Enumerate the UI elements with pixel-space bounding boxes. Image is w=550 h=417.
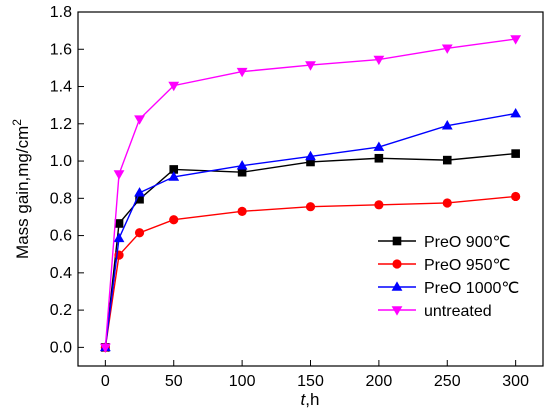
legend-marker	[392, 236, 402, 246]
data-point	[442, 198, 452, 208]
x-tick-label: 300	[502, 373, 529, 390]
y-axis-title-main: Mass gain,mg/cm	[13, 126, 32, 259]
x-tick-label: 100	[229, 373, 256, 390]
x-axis-title-rest: ,h	[305, 390, 319, 409]
data-point	[134, 115, 145, 125]
data-point	[134, 228, 145, 238]
x-tick-label: 250	[434, 373, 461, 390]
data-point	[510, 35, 522, 45]
data-point	[305, 202, 316, 212]
legend: PreO 900℃ PreO 950℃ PreO 1000℃ untreated	[378, 234, 519, 320]
data-point	[134, 187, 145, 197]
legend-label: PreO 900℃	[424, 234, 510, 251]
data-point	[374, 200, 384, 210]
y-tick-label: 1.2	[50, 116, 72, 133]
series-3	[99, 35, 522, 353]
legend-entry: PreO 900℃	[378, 234, 510, 251]
data-point	[113, 170, 125, 180]
y-tick-label: 1.0	[50, 153, 72, 170]
y-tick-label: 0.0	[50, 339, 72, 356]
data-point	[236, 160, 248, 170]
y-tick-label: 1.4	[50, 79, 72, 96]
data-point	[373, 141, 385, 151]
data-point	[168, 81, 180, 92]
y-tick-label: 0.6	[50, 228, 72, 245]
series-2	[99, 107, 522, 352]
data-point	[441, 44, 453, 54]
y-tick-label: 1.6	[50, 41, 72, 58]
data-point	[305, 150, 316, 161]
y-tick-label: 0.2	[50, 302, 72, 319]
data-point	[511, 191, 521, 202]
x-tick-label: 200	[366, 373, 393, 390]
y-tick-label: 0.8	[50, 190, 72, 207]
axis-ticks: 0 50 100 150 200 250 300 0.0 0.2 0.4 0.6 0.8 1.0 1.2 1…	[50, 4, 529, 390]
data-point	[442, 155, 452, 165]
x-axis-title-italic: t	[301, 390, 307, 409]
x-axis-title: t,h	[301, 390, 320, 409]
legend-marker	[391, 306, 403, 316]
x-tick-label: 50	[165, 373, 183, 390]
data-point	[168, 171, 180, 181]
y-axis-title: Mass gain,mg/cm2	[10, 119, 32, 259]
data-point	[237, 167, 247, 177]
data-point	[135, 194, 144, 204]
legend-label: untreated	[424, 303, 492, 320]
data-point	[114, 219, 124, 228]
y-tick-label: 1.8	[50, 4, 72, 21]
legend-label: PreO 950℃	[424, 257, 510, 274]
data-point	[237, 206, 247, 216]
y-tick-label: 0.4	[50, 265, 72, 282]
legend-marker	[391, 281, 403, 291]
data-point	[305, 61, 316, 71]
x-tick-label: 0	[101, 373, 110, 390]
data-point	[374, 153, 384, 163]
legend-label: PreO 1000℃	[424, 280, 519, 297]
data-point	[373, 55, 385, 66]
data-point	[441, 120, 453, 130]
data-point	[99, 343, 111, 353]
legend-marker	[392, 259, 402, 269]
data-point	[510, 107, 522, 118]
legend-entry: untreated	[378, 303, 492, 320]
data-point	[114, 250, 124, 260]
series-line	[104, 38, 516, 348]
data-point	[306, 157, 315, 167]
data-point	[236, 67, 248, 78]
series-layer	[99, 35, 522, 353]
legend-entry: PreO 950℃	[378, 257, 510, 274]
legend-entry: PreO 1000℃	[378, 280, 519, 297]
data-point	[169, 215, 179, 225]
data-point	[511, 149, 520, 158]
data-point	[113, 232, 125, 243]
y-axis-title-superscript: 2	[10, 119, 24, 126]
x-tick-label: 150	[297, 373, 324, 390]
data-point	[169, 165, 179, 174]
